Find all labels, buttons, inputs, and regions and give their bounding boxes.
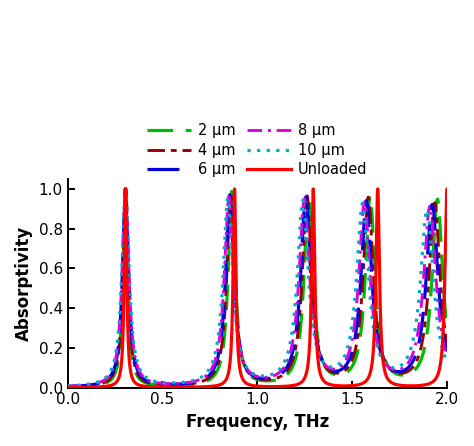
Legend: 2 μm, 4 μm, 6 μm, 8 μm, 10 μm, Unloaded: 2 μm, 4 μm, 6 μm, 8 μm, 10 μm, Unloaded [141, 117, 374, 183]
Y-axis label: Absorptivity: Absorptivity [15, 226, 33, 341]
X-axis label: Frequency, THz: Frequency, THz [186, 413, 329, 431]
